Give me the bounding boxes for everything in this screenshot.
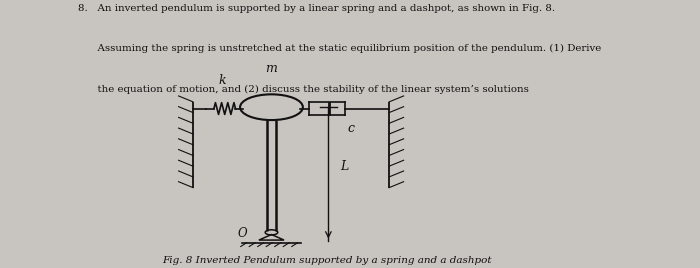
Text: Assuming the spring is unstretched at the static equilibrium position of the pen: Assuming the spring is unstretched at th… — [78, 44, 602, 53]
Text: k: k — [218, 74, 226, 87]
Text: O: O — [237, 227, 247, 240]
Text: Fig. 8 Inverted Pendulum supported by a spring and a dashpot: Fig. 8 Inverted Pendulum supported by a … — [162, 256, 492, 265]
Text: m: m — [265, 62, 277, 75]
Text: c: c — [347, 122, 354, 135]
Text: L: L — [340, 160, 349, 173]
Text: the equation of motion, and (2) discuss the stability of the linear system’s sol: the equation of motion, and (2) discuss … — [78, 84, 529, 94]
Text: 8.   An inverted pendulum is supported by a linear spring and a dashpot, as show: 8. An inverted pendulum is supported by … — [78, 4, 556, 13]
